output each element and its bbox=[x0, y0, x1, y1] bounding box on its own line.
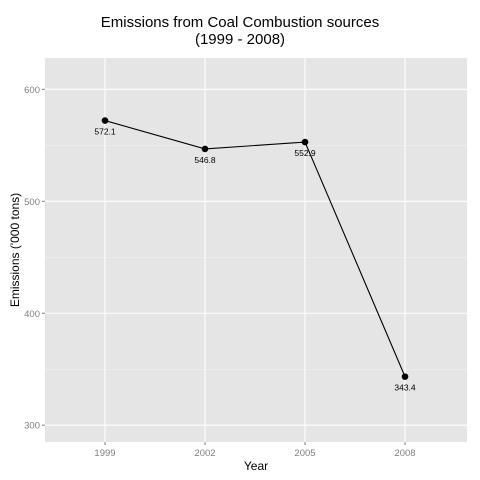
chart-title: Emissions from Coal Combustion sources (… bbox=[0, 14, 480, 48]
y-tick-label: 400 bbox=[24, 309, 40, 320]
y-tick-label: 500 bbox=[24, 197, 40, 208]
plot-panel bbox=[45, 58, 467, 442]
data-point bbox=[101, 117, 109, 124]
data-label: 546.8 bbox=[194, 155, 216, 165]
chart-title-line2: (1999 - 2008) bbox=[194, 31, 286, 48]
data-label: 343.4 bbox=[394, 383, 416, 393]
data-point bbox=[201, 145, 209, 153]
x-axis-title: Year bbox=[244, 459, 268, 473]
x-tick-label: 2005 bbox=[294, 448, 315, 459]
data-point bbox=[401, 373, 409, 380]
series-line bbox=[104, 120, 406, 377]
axis-ticks: 300 400 500 600 1999 2002 2005 2008 bbox=[24, 85, 415, 459]
y-axis-title: Emissions ('000 tons) bbox=[8, 193, 22, 307]
data-point bbox=[301, 138, 309, 146]
x-tick-label: 2008 bbox=[394, 448, 415, 459]
x-tick-label: 1999 bbox=[94, 448, 115, 459]
data-label: 552.9 bbox=[294, 148, 316, 158]
x-tick-label: 2002 bbox=[194, 448, 215, 459]
chart-title-line1: Emissions from Coal Combustion sources bbox=[100, 14, 380, 31]
y-tick-label: 300 bbox=[24, 421, 40, 432]
data-marks: 572.1 546.8 552.9 343.4 bbox=[94, 117, 416, 393]
y-tick-label: 600 bbox=[24, 85, 40, 96]
data-label: 572.1 bbox=[94, 127, 116, 137]
